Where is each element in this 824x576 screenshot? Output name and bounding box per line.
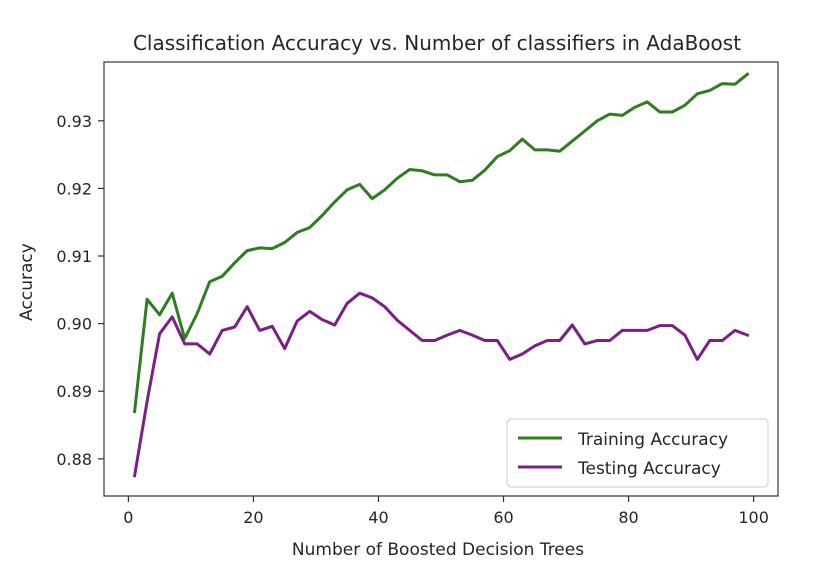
x-tick-label: 20 xyxy=(243,508,263,527)
y-axis-label: Accuracy xyxy=(17,243,37,321)
y-tick-label: 0.88 xyxy=(56,450,92,469)
x-axis: 0 20 40 60 80 100 xyxy=(123,496,769,527)
training-accuracy-line xyxy=(132,72,750,414)
y-tick-label: 0.93 xyxy=(56,112,92,131)
series-layer xyxy=(132,72,750,478)
y-axis: 0.88 0.89 0.90 0.91 0.92 0.93 xyxy=(56,112,104,469)
x-tick-label: 60 xyxy=(493,508,513,527)
x-tick-label: 40 xyxy=(368,508,388,527)
x-tick-label: 80 xyxy=(618,508,638,527)
plot-area-frame xyxy=(103,61,779,497)
legend-box xyxy=(506,418,769,488)
legend: Training Accuracy Testing Accuracy xyxy=(506,418,769,488)
y-tick-label: 0.92 xyxy=(56,179,92,198)
x-axis-label: Number of Boosted Decision Trees xyxy=(292,540,584,560)
legend-label-training: Training Accuracy xyxy=(577,430,728,450)
y-tick-label: 0.91 xyxy=(56,247,92,266)
x-tick-label: 100 xyxy=(738,508,769,527)
testing-accuracy-line xyxy=(132,291,750,478)
y-tick-label: 0.89 xyxy=(56,382,92,401)
legend-label-testing: Testing Accuracy xyxy=(577,459,721,479)
chart-title: Classification Accuracy vs. Number of cl… xyxy=(133,31,741,55)
x-tick-label: 0 xyxy=(123,508,133,527)
y-tick-label: 0.90 xyxy=(56,315,92,334)
